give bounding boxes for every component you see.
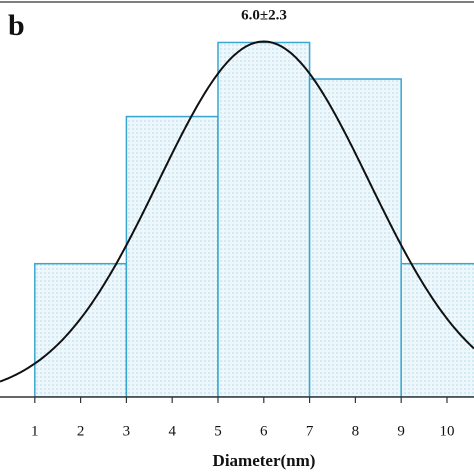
bar xyxy=(34,262,128,397)
x-axis-label: Diameter(nm) xyxy=(213,451,316,470)
x-tick-label: 5 xyxy=(214,423,222,439)
x-tick-label: 1 xyxy=(31,423,39,439)
bar xyxy=(125,115,219,397)
x-tick-label: 8 xyxy=(352,423,360,439)
x-tick-label: 6 xyxy=(260,423,268,439)
x-tick-label: 9 xyxy=(397,423,405,439)
bar xyxy=(400,262,474,397)
x-tick-label: 4 xyxy=(168,423,176,439)
annotation: 6.0±2.3 xyxy=(241,7,287,23)
bar xyxy=(308,78,402,397)
bar xyxy=(217,41,311,397)
plot-area xyxy=(0,40,474,397)
x-tick-label: 7 xyxy=(306,423,314,439)
x-tick-label: 3 xyxy=(123,423,131,439)
panel-label: b xyxy=(8,9,25,42)
x-tick-label: 10 xyxy=(439,423,454,439)
fit-curve xyxy=(0,40,474,383)
x-tick-label: 2 xyxy=(77,423,85,439)
